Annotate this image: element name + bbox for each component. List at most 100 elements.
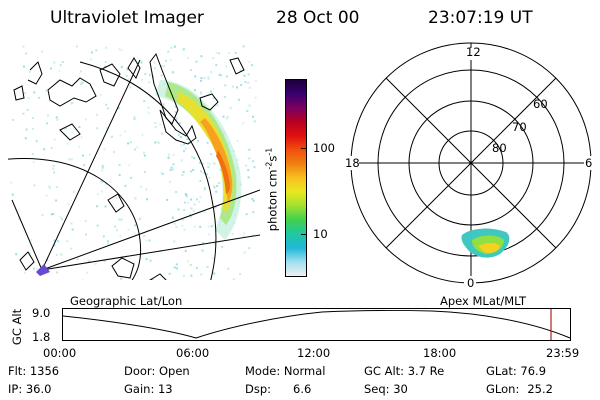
speckle-dot (186, 138, 189, 141)
speckle-dot (200, 55, 203, 58)
speckle-dot (134, 148, 136, 151)
speckle-dot (71, 102, 74, 104)
speckle-dot (192, 209, 195, 212)
speckle-dot (50, 213, 53, 216)
speckle-dot (243, 232, 246, 235)
speckle-dot (175, 225, 178, 228)
speckle-dot (210, 71, 213, 74)
speckle-dot (132, 60, 135, 63)
speckle-dot (200, 77, 203, 79)
speckle-dot (55, 186, 58, 189)
speckle-dot (242, 45, 245, 48)
speckle-dot (130, 66, 133, 69)
speckle-dot (195, 198, 198, 201)
speckle-dot (190, 274, 193, 277)
speckle-dot (183, 228, 186, 231)
speckle-dot (240, 84, 243, 86)
speckle-dot (172, 163, 175, 166)
speckle-dot (45, 89, 48, 92)
speckle-dot (69, 247, 72, 250)
mlt-label-6: 6 (585, 156, 593, 170)
speckle-dot (107, 242, 110, 245)
speckle-dot (56, 118, 59, 121)
speckle-dot (33, 184, 36, 187)
speckle-dot (25, 52, 28, 55)
speckle-dot (242, 122, 245, 125)
speckle-dot (224, 84, 227, 87)
speckle-dot (103, 148, 106, 151)
speckle-dot (184, 249, 187, 252)
speckle-dot (129, 86, 132, 89)
speckle-dot (190, 198, 193, 201)
speckle-dot (133, 117, 136, 120)
speckle-dot (216, 104, 219, 107)
speckle-dot (183, 209, 186, 211)
speckle-dot (203, 211, 206, 214)
speckle-dot (183, 150, 185, 153)
speckle-dot (176, 267, 178, 270)
speckle-dot (80, 136, 83, 139)
speckle-dot (187, 201, 190, 204)
speckle-dot (96, 193, 99, 196)
speckle-dot (112, 151, 115, 153)
speckle-dot (95, 49, 98, 52)
speckle-dot (201, 163, 204, 165)
speckle-dot (205, 173, 208, 176)
speckle-dot (47, 114, 49, 117)
speckle-dot (236, 158, 239, 161)
speckle-dot (175, 191, 178, 193)
speckle-dot (251, 234, 254, 237)
colorbar-unit-label: photon cm-2s-1 (265, 119, 280, 259)
speckle-dot (56, 80, 59, 83)
polar-diagonal-2 (385, 77, 557, 249)
speckle-dot (210, 225, 213, 228)
speckle-dot (133, 116, 136, 119)
speckle-dot (80, 70, 82, 73)
ip-value: 36.0 (25, 382, 52, 396)
speckle-dot (52, 213, 55, 215)
speckle-dot (50, 147, 53, 149)
speckle-dot (187, 260, 189, 263)
speckle-dot (105, 46, 108, 49)
speckle-dot (24, 92, 26, 95)
speckle-dot (252, 160, 255, 163)
mlat-label-60: 60 (533, 97, 548, 111)
speckle-dot (218, 182, 221, 184)
speckle-dot (193, 225, 196, 228)
speckle-dot (41, 50, 44, 53)
speckle-dot (143, 235, 146, 238)
date-display: 28 Oct 00 (276, 8, 360, 28)
unit-exp2: -1 (264, 147, 274, 156)
speckle-dot (213, 272, 216, 275)
speckle-dot (96, 205, 99, 208)
speckle-dot (248, 247, 251, 250)
speckle-dot (22, 45, 25, 48)
speckle-dot (53, 171, 56, 174)
speckle-dot (101, 169, 104, 172)
speckle-dot (104, 65, 107, 68)
speckle-dot (140, 61, 143, 64)
speckle-dot (206, 141, 209, 144)
speckle-dot (207, 225, 210, 228)
speckle-dot (48, 185, 51, 188)
speckle-dot (136, 146, 139, 149)
speckle-dot (127, 78, 130, 81)
speckle-dot (45, 194, 48, 197)
time-display: 23:07:19 UT (428, 8, 533, 28)
speckle-dot (172, 168, 175, 171)
speckle-dot (174, 105, 177, 108)
speckle-dot (247, 169, 250, 172)
speckle-dot (236, 139, 239, 142)
colorbar (285, 79, 307, 277)
speckle-dot (143, 100, 146, 103)
speckle-dot (238, 98, 240, 101)
speckle-dot (145, 188, 148, 191)
gcalt-value: 3.7 Re (407, 364, 445, 378)
speckle-dot (160, 65, 163, 68)
unit-s: s (265, 155, 280, 162)
speckle-dot (254, 96, 257, 99)
speckle-dot (31, 117, 34, 119)
speckle-dot (24, 271, 26, 274)
colorbar-tick-10 (301, 234, 306, 235)
speckle-dot (96, 224, 99, 227)
